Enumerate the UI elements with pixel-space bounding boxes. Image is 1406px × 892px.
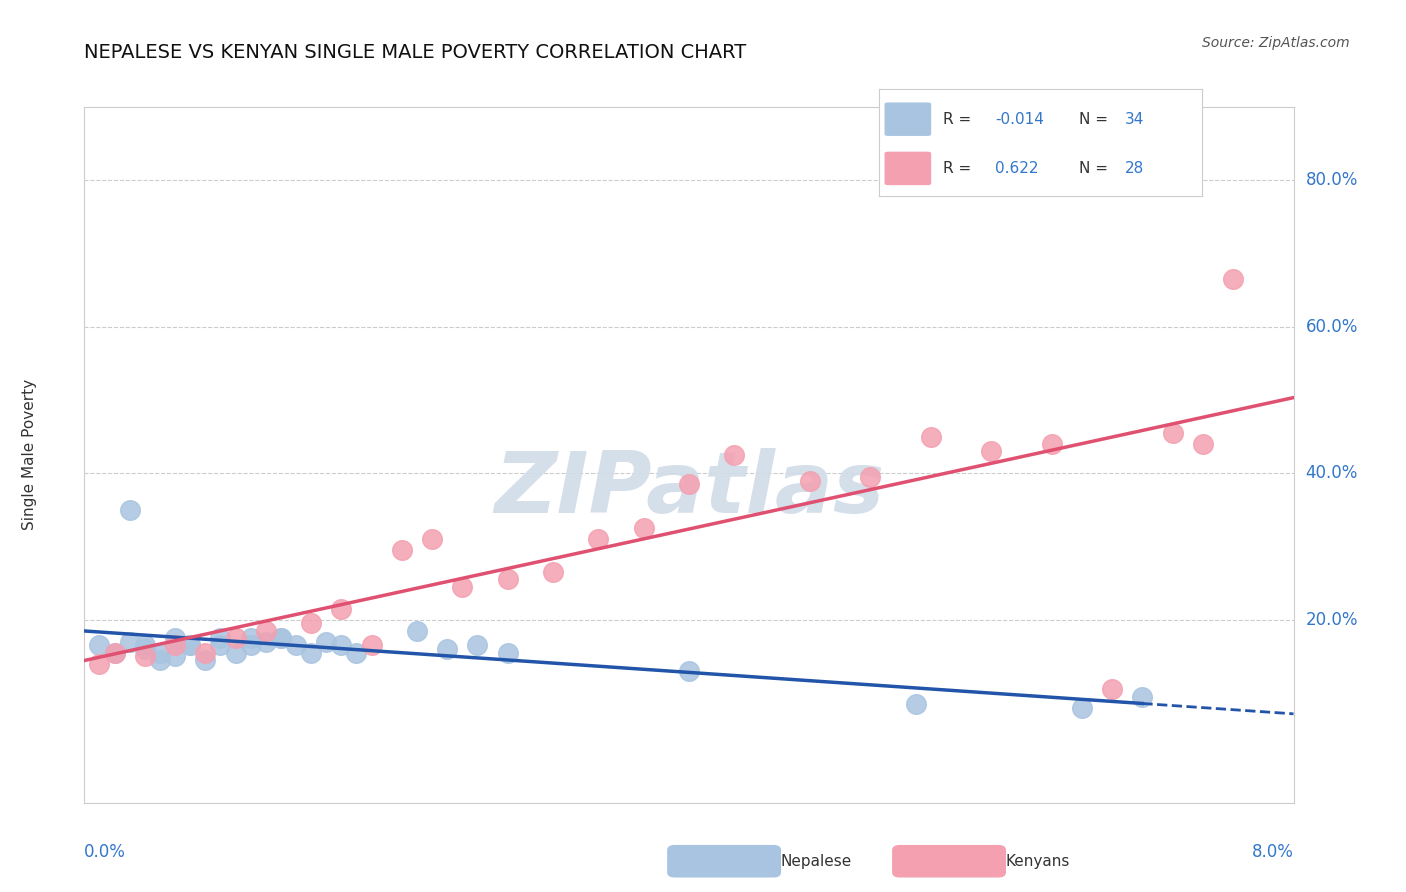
Text: ZIPatlas: ZIPatlas <box>494 448 884 532</box>
Text: 40.0%: 40.0% <box>1306 464 1358 483</box>
Point <box>134 638 156 652</box>
Point <box>179 638 201 652</box>
Point <box>330 638 353 652</box>
Point <box>1071 700 1094 714</box>
Point <box>239 631 262 645</box>
FancyBboxPatch shape <box>886 153 931 185</box>
Point <box>225 646 247 660</box>
Point <box>254 634 277 648</box>
Point <box>179 638 201 652</box>
Text: Nepalese: Nepalese <box>780 855 852 869</box>
Point <box>149 653 172 667</box>
Point <box>391 543 413 558</box>
Text: Source: ZipAtlas.com: Source: ZipAtlas.com <box>1202 36 1350 50</box>
Point <box>451 580 474 594</box>
Text: 34: 34 <box>1125 112 1144 127</box>
Point <box>299 646 322 660</box>
Point <box>315 634 337 648</box>
Point <box>678 477 700 491</box>
Point <box>165 649 187 664</box>
Point <box>859 470 882 484</box>
Point <box>436 642 458 657</box>
Text: 8.0%: 8.0% <box>1251 843 1294 861</box>
Point <box>165 638 187 652</box>
Point <box>270 631 292 645</box>
Point <box>1192 437 1215 451</box>
Text: NEPALESE VS KENYAN SINGLE MALE POVERTY CORRELATION CHART: NEPALESE VS KENYAN SINGLE MALE POVERTY C… <box>84 44 747 62</box>
Point <box>149 646 172 660</box>
Point <box>134 642 156 657</box>
Point <box>467 638 489 652</box>
Point <box>104 646 127 660</box>
Text: 0.622: 0.622 <box>995 161 1039 176</box>
Point <box>225 631 247 645</box>
Point <box>1132 690 1154 704</box>
Point <box>330 601 353 615</box>
Point <box>904 697 927 711</box>
Point <box>1040 437 1063 451</box>
Point <box>118 634 141 648</box>
Text: N =: N = <box>1080 161 1114 176</box>
Point <box>165 631 187 645</box>
Text: R =: R = <box>943 112 977 127</box>
Point <box>678 664 700 678</box>
Point <box>633 521 655 535</box>
Text: 0.0%: 0.0% <box>84 843 127 861</box>
Text: 28: 28 <box>1125 161 1143 176</box>
Text: R =: R = <box>943 161 981 176</box>
Point <box>270 631 292 645</box>
Point <box>89 638 111 652</box>
Text: N =: N = <box>1080 112 1114 127</box>
Text: 80.0%: 80.0% <box>1306 171 1358 189</box>
Point <box>299 616 322 631</box>
Text: 60.0%: 60.0% <box>1306 318 1358 335</box>
Point <box>194 646 217 660</box>
Text: Kenyans: Kenyans <box>1005 855 1070 869</box>
Point <box>360 638 382 652</box>
Point <box>89 657 111 671</box>
Text: -0.014: -0.014 <box>995 112 1045 127</box>
Point <box>104 646 127 660</box>
Point <box>1161 425 1184 440</box>
Point <box>541 565 564 579</box>
Point <box>496 646 519 660</box>
Point <box>239 638 262 652</box>
Point <box>723 448 745 462</box>
Point <box>496 573 519 587</box>
Point <box>980 444 1002 458</box>
Point <box>420 532 443 546</box>
Point <box>194 653 217 667</box>
Point <box>799 474 821 488</box>
Text: Single Male Poverty: Single Male Poverty <box>22 379 38 531</box>
Point <box>346 646 368 660</box>
Point <box>588 532 610 546</box>
Point <box>920 429 942 443</box>
Point <box>209 638 232 652</box>
Text: 20.0%: 20.0% <box>1306 611 1358 629</box>
Point <box>254 624 277 638</box>
Point <box>284 638 308 652</box>
Point <box>118 503 141 517</box>
Point <box>406 624 429 638</box>
Point <box>134 649 156 664</box>
Point <box>1222 272 1244 286</box>
Point <box>1101 682 1123 697</box>
Point <box>209 631 232 645</box>
FancyBboxPatch shape <box>886 103 931 136</box>
